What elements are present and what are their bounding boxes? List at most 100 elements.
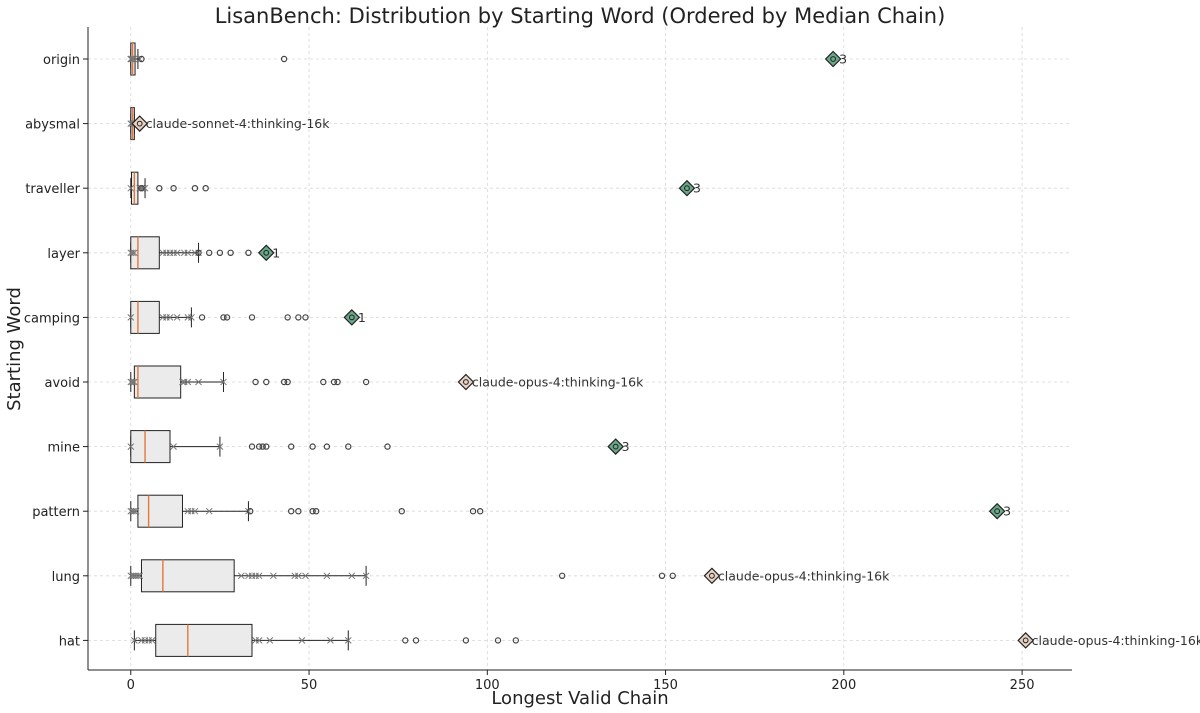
data-point [130, 55, 137, 63]
data-point [220, 378, 227, 386]
outlier-point [195, 249, 202, 256]
outlier-point [309, 508, 316, 515]
outlier-point [170, 184, 177, 192]
outlier-point [245, 249, 252, 256]
outlier-point [191, 184, 199, 192]
chart-title: LisanBench: Distribution by Starting Wor… [215, 4, 946, 28]
best-annotation: 3 [839, 52, 847, 67]
outlier-point [512, 637, 520, 644]
best-annotation: claude-opus-4:thinking-16k [718, 568, 890, 583]
data-point [148, 637, 156, 644]
box-group-lung: claude-opus-4:thinking-16k [127, 559, 890, 593]
axes: 0 50 100 150 200 250 origin abysmal traveller lay… [24, 27, 1072, 693]
outlier-point [138, 55, 145, 63]
best-annotation: claude-sonnet-4:thinking-16k [146, 116, 331, 131]
x-tick-label: 250 [1010, 678, 1035, 693]
best-marker [1017, 632, 1035, 649]
iqr-box [155, 623, 253, 657]
box-group-hat: claude-opus-4:thinking-16k [130, 623, 1200, 657]
data-point [130, 507, 138, 515]
best-marker-dot [1022, 637, 1029, 644]
outlier-point [255, 443, 263, 450]
outlier-point [280, 378, 288, 386]
data-point [195, 378, 202, 386]
data-point [302, 572, 309, 580]
data-point [130, 249, 138, 257]
outlier-point [312, 508, 320, 515]
data-point [127, 314, 135, 321]
data-point [136, 572, 144, 580]
outlier-point [558, 572, 566, 580]
best-marker-dot [263, 249, 270, 256]
data-point [348, 572, 356, 580]
best-marker [131, 115, 149, 132]
data-point [255, 637, 263, 644]
data-point [191, 507, 199, 515]
best-annotation: claude-opus-4:thinking-16k [1032, 633, 1200, 648]
outlier-point [206, 249, 213, 256]
x-tick-label: 50 [301, 678, 318, 693]
outlier-point [302, 314, 309, 321]
iqr-box [140, 559, 235, 593]
outlier-point [320, 378, 327, 386]
outlier-point [198, 314, 206, 321]
outlier-point [669, 572, 676, 580]
best-marker-dot [463, 379, 469, 385]
box-group-traveller: 3 [127, 171, 701, 205]
y-tick-label: avoid [45, 376, 80, 391]
data-point [173, 249, 181, 257]
outlier-point [362, 378, 370, 386]
data-point [129, 378, 136, 386]
outlier-point [263, 443, 270, 450]
outlier-point [138, 184, 145, 192]
data-point [127, 55, 135, 63]
x-tick-label: 200 [831, 678, 856, 693]
outlier-point [252, 378, 259, 386]
best-marker-dot [348, 314, 355, 321]
outlier-point [334, 378, 341, 386]
data-point [237, 572, 245, 580]
outlier-point [288, 443, 295, 450]
outlier-point [412, 637, 420, 644]
iqr-box [130, 300, 160, 334]
data-point [166, 314, 174, 321]
outlier-point [280, 55, 288, 63]
box-group-layer: 1 [127, 236, 280, 270]
best-annotation: 3 [693, 181, 701, 196]
best-marker [257, 244, 275, 262]
best-marker-dot [830, 56, 837, 62]
best-marker [678, 179, 696, 197]
x-axis-label: Longest Valid Chain [491, 688, 668, 709]
data-point [270, 572, 277, 580]
data-point [127, 184, 135, 192]
outlier-point [462, 637, 470, 644]
best-marker [703, 567, 721, 585]
data-point [266, 637, 274, 644]
y-tick-label: hat [59, 634, 80, 649]
data-point [170, 443, 177, 450]
iqr-box [130, 430, 171, 464]
outlier-point [309, 443, 316, 450]
outlier-point [263, 378, 270, 386]
data-point [255, 572, 263, 580]
data-point [127, 443, 135, 450]
y-axis-label: Starting Word [4, 287, 25, 411]
box-group-camping: 1 [127, 300, 366, 334]
data-point [130, 378, 138, 386]
best-marker [607, 438, 625, 455]
outlier-point [248, 443, 256, 450]
data-point [327, 637, 334, 644]
box-group-abysmal: claude-sonnet-4:thinking-16k [127, 107, 331, 141]
data-point [362, 572, 370, 580]
outlier-point [248, 314, 256, 321]
data-point [129, 249, 136, 257]
data-point [298, 637, 306, 644]
y-tick-label: mine [47, 441, 80, 456]
outlier-point [398, 508, 405, 515]
outlier-point [220, 314, 227, 321]
x-tick-label: 0 [127, 678, 135, 693]
outlier-point [202, 184, 209, 192]
outlier-point [223, 314, 231, 321]
best-marker [457, 373, 475, 391]
